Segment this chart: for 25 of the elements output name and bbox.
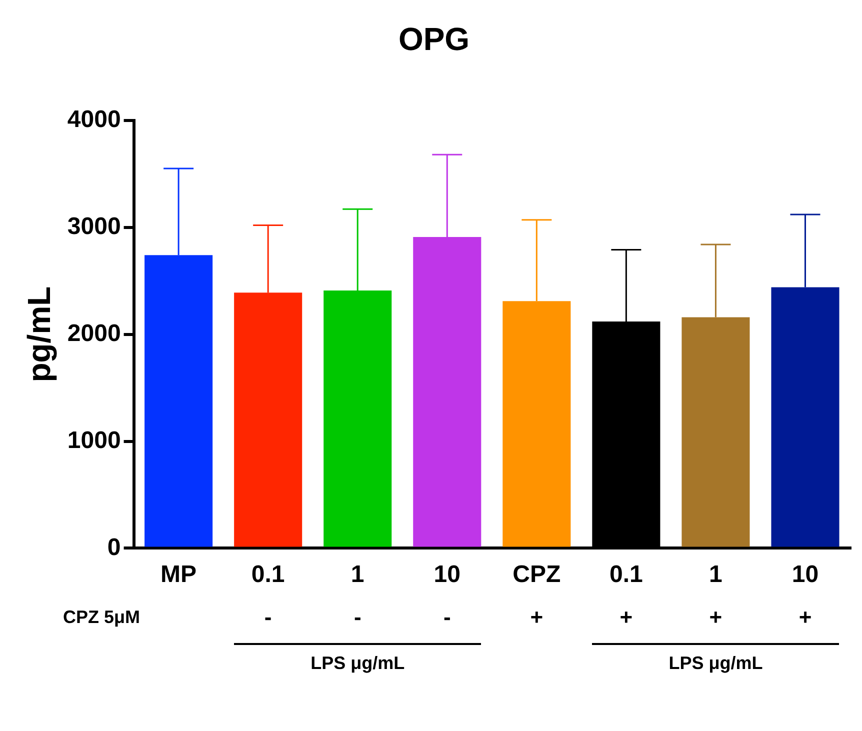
text: +: [530, 604, 544, 630]
text: LPS μg/mL: [668, 653, 763, 674]
text: -: [354, 604, 362, 630]
x-tick-label: 0.1: [251, 561, 285, 588]
text: +: [709, 604, 722, 630]
text: +: [798, 604, 812, 630]
y-axis-title: pg/mL: [21, 286, 58, 382]
y-tick-label: 1000: [67, 426, 121, 454]
text: LPS μg/mL: [310, 653, 405, 674]
y-tick-label: 4000: [67, 106, 121, 134]
text: +: [620, 604, 633, 630]
x-tick-label: 10: [792, 561, 819, 588]
text: -: [264, 604, 272, 630]
x-tick-label: 0.1: [609, 561, 643, 588]
text: -: [443, 604, 451, 630]
y-tick-label: 3000: [67, 212, 121, 240]
x-tick-label: 1: [709, 561, 722, 588]
x-tick-label: MP: [160, 561, 197, 588]
x-tick-label: CPZ: [512, 561, 561, 588]
y-tick-label: 0: [107, 534, 121, 561]
text: CPZ 5μM: [63, 607, 140, 628]
y-tick-label: 2000: [67, 320, 121, 347]
x-tick-label: 10: [434, 561, 460, 588]
x-tick-label: 1: [350, 561, 364, 588]
chart-title: OPG: [398, 21, 470, 58]
